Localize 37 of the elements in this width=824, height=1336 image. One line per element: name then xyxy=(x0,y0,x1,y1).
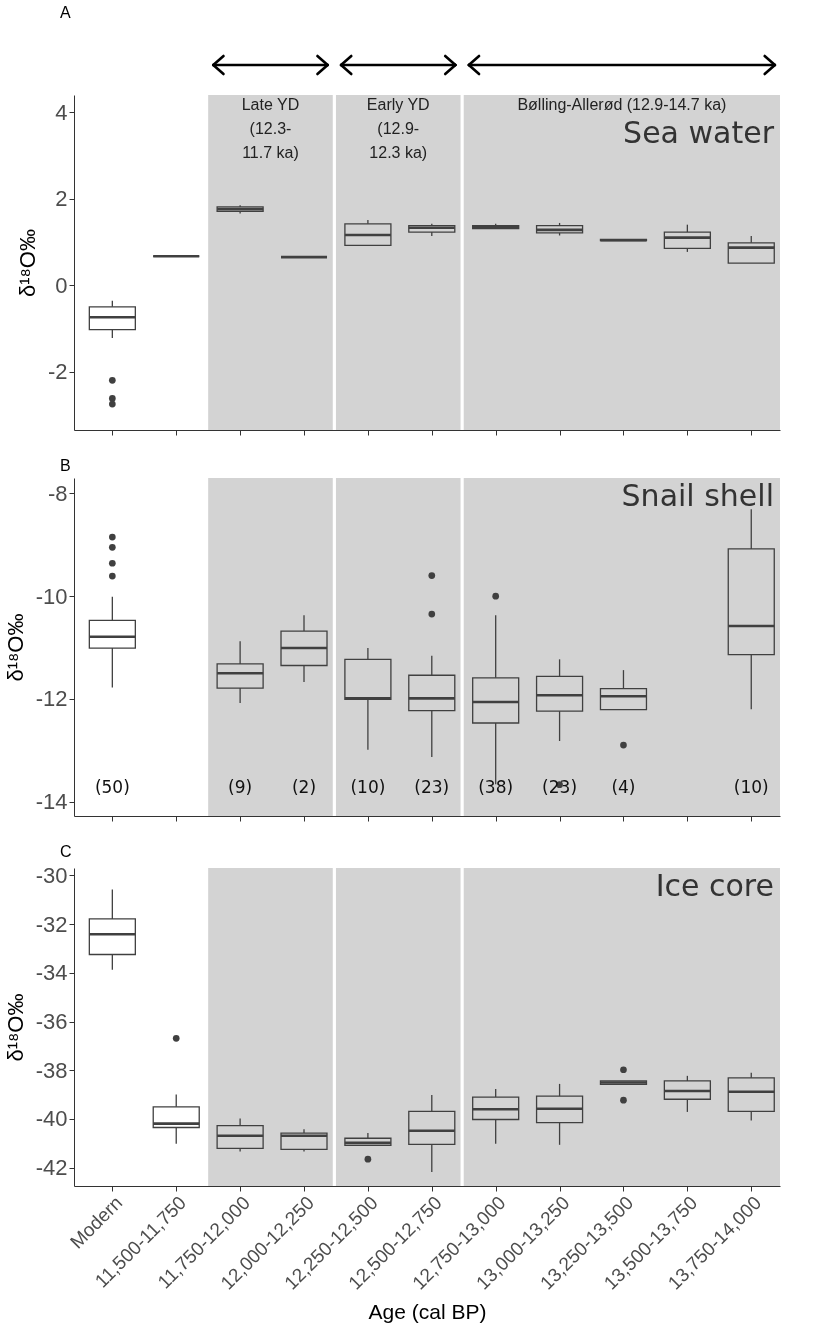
annotation: (23) xyxy=(542,777,578,797)
y-tick-label: 0 xyxy=(55,272,68,298)
y-axis-title: δ¹⁸O‰ xyxy=(2,993,28,1062)
y-axis-title: δ¹⁸O‰ xyxy=(2,613,28,682)
annotation: (23) xyxy=(414,777,450,797)
y-tick-label: 4 xyxy=(55,99,68,125)
chart-title: C xyxy=(60,843,72,861)
y-tick-label: -2 xyxy=(47,359,68,385)
chart-title: B xyxy=(60,457,71,474)
y-tick-label: -32 xyxy=(35,911,68,937)
y-axis-title: δ¹⁸O‰ xyxy=(14,229,40,297)
band-label: Early YD (12.9- 12.3 ka) xyxy=(366,96,430,161)
y-tick-label: -10 xyxy=(35,583,68,609)
annotation: (4) xyxy=(611,777,636,797)
chart-title: A xyxy=(60,3,71,21)
y-tick-label: -30 xyxy=(35,862,68,888)
band-label: Bølling-Allerød (12.9-14.7 ka) xyxy=(517,96,727,113)
y-tick-label: -12 xyxy=(35,686,68,712)
annotation: Snail shell xyxy=(621,478,774,513)
annotation: (38) xyxy=(478,777,514,797)
x-axis-title: Age (cal BP) xyxy=(368,1299,487,1323)
band-label: Late YD (12.3- 11.7 ka) xyxy=(241,96,300,161)
y-tick-label: -34 xyxy=(35,960,68,986)
annotation: (10) xyxy=(733,777,769,797)
y-tick-label: 2 xyxy=(55,186,68,212)
annotation: Sea water xyxy=(623,115,775,150)
y-tick-label: -8 xyxy=(47,480,68,506)
annotation: Ice core xyxy=(655,868,774,903)
annotation: (9) xyxy=(228,777,253,797)
y-tick-label: -36 xyxy=(35,1009,68,1035)
annotation: (50) xyxy=(94,777,130,797)
y-tick-label: -14 xyxy=(35,789,68,815)
y-tick-label: -42 xyxy=(35,1155,68,1181)
annotation: (2) xyxy=(291,777,317,797)
y-tick-label: -40 xyxy=(35,1106,68,1132)
y-tick-label: -38 xyxy=(35,1057,68,1083)
annotation: (10) xyxy=(350,777,386,797)
